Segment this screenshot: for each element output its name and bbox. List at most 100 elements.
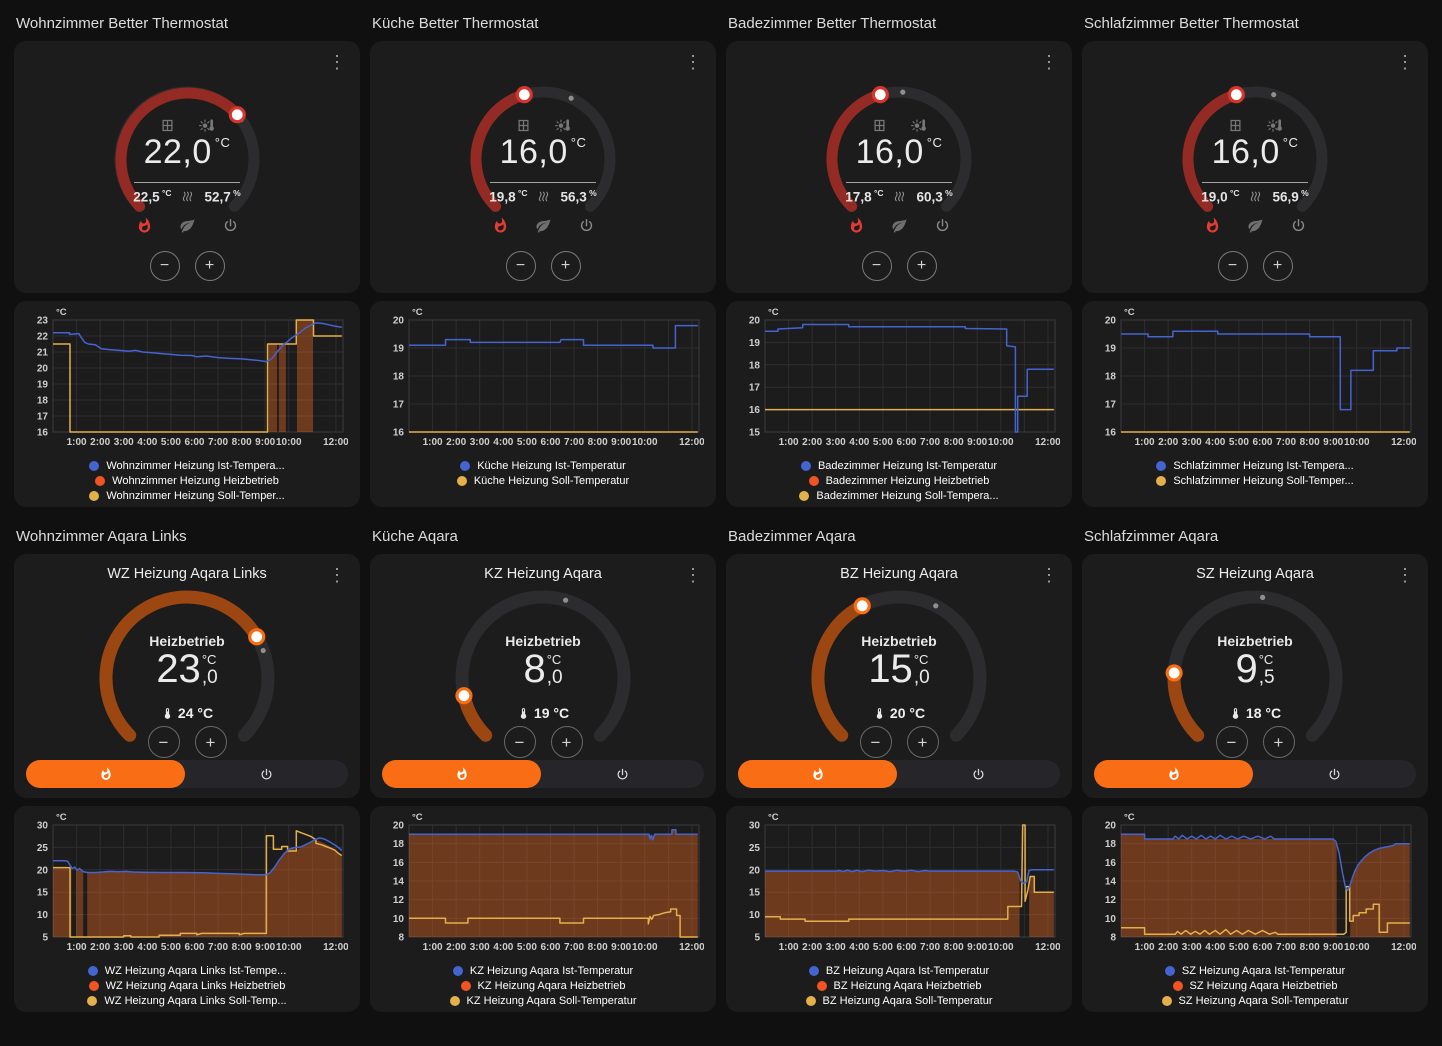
legend-dot-heiz <box>816 981 827 991</box>
y-axis-tick: 20 <box>393 821 405 832</box>
legend-label: WZ Heizung Aqara Links Heizbetrieb <box>105 980 286 992</box>
dial-handle[interactable] <box>853 597 871 615</box>
decrease-temp-button[interactable]: − <box>861 251 892 281</box>
mode-off-button[interactable] <box>221 216 240 235</box>
legend-item[interactable]: KZ Heizung Aqara Heizbetrieb <box>460 980 625 992</box>
off-mode-button[interactable] <box>185 760 348 788</box>
legend-dot-soll <box>1161 996 1172 1006</box>
legend-item[interactable]: Badezimmer Heizung Soll-Tempera... <box>799 490 999 502</box>
heat-mode-button[interactable] <box>1094 760 1254 788</box>
legend-item[interactable]: Badezimmer Heizung Ist-Temperatur <box>800 460 997 472</box>
off-mode-button[interactable] <box>897 760 1060 788</box>
off-mode-button[interactable] <box>541 760 704 788</box>
x-axis-tick: 4:00 <box>1205 437 1225 448</box>
heat-mode-button[interactable] <box>382 760 542 788</box>
kebab-menu-icon: ⋮ <box>1040 565 1058 585</box>
current-temperature-value: 19,8 <box>489 189 516 205</box>
legend-item[interactable]: WZ Heizung Aqara Links Heizbetrieb <box>88 980 286 992</box>
mode-off-button[interactable] <box>1289 216 1308 235</box>
y-axis-unit: °C <box>56 812 67 823</box>
mode-heat-button[interactable] <box>135 216 154 235</box>
legend-item[interactable]: Wohnzimmer Heizung Heizbetrieb <box>95 475 279 487</box>
off-mode-button[interactable] <box>1253 760 1416 788</box>
mode-off-button[interactable] <box>577 216 596 235</box>
increase-temp-button[interactable]: + <box>550 726 583 758</box>
decrease-temp-button[interactable]: − <box>859 726 892 758</box>
legend-item[interactable]: Wohnzimmer Heizung Ist-Tempera... <box>89 460 285 472</box>
temperature-chart: °C 5 10 15 20 25 30 1:00 2:00 3:00 4:00 5:00 6:00 7:0… <box>749 812 1060 953</box>
legend-item[interactable]: SZ Heizung Aqara Ist-Temperatur <box>1164 965 1345 977</box>
card-menu-button[interactable]: ⋮ <box>1388 47 1422 77</box>
x-axis-tick: 6:00 <box>896 437 916 448</box>
mode-heat-button[interactable] <box>1203 216 1222 235</box>
increase-temp-button[interactable]: + <box>194 726 227 758</box>
card-menu-button[interactable]: ⋮ <box>676 47 710 77</box>
legend-item[interactable]: WZ Heizung Aqara Links Soll-Temp... <box>87 995 287 1007</box>
heat-mode-button[interactable] <box>738 760 898 788</box>
legend-item[interactable]: WZ Heizung Aqara Links Ist-Tempe... <box>87 965 286 977</box>
y-axis-tick: 15 <box>37 888 49 899</box>
legend-item[interactable]: Schlafzimmer Heizung Soll-Temper... <box>1156 475 1354 487</box>
mode-eco-button[interactable] <box>178 216 197 235</box>
card-menu-button[interactable]: ⋮ <box>1388 560 1422 590</box>
mode-off-button[interactable] <box>933 216 952 235</box>
legend-item[interactable]: SZ Heizung Aqara Heizbetrieb <box>1172 980 1337 992</box>
decrease-temp-button[interactable]: − <box>503 726 536 758</box>
thermometer-icon <box>876 707 883 719</box>
legend-item[interactable]: KZ Heizung Aqara Ist-Temperatur <box>452 965 634 977</box>
legend-item[interactable]: Wohnzimmer Heizung Soll-Temper... <box>89 490 285 502</box>
decrease-temp-button[interactable]: − <box>1217 251 1248 281</box>
mode-eco-button[interactable] <box>1246 216 1265 235</box>
increase-temp-button[interactable]: + <box>1262 726 1295 758</box>
decrease-temp-button[interactable]: − <box>149 251 180 281</box>
decrease-temp-button[interactable]: − <box>1215 726 1248 758</box>
increase-temp-button[interactable]: + <box>906 726 939 758</box>
dial-handle[interactable] <box>455 687 473 705</box>
decrease-temp-button[interactable]: − <box>505 251 536 281</box>
kebab-menu-icon: ⋮ <box>1396 52 1414 72</box>
mode-heat-button[interactable] <box>847 216 866 235</box>
decrease-temp-button[interactable]: − <box>147 726 180 758</box>
chart-legend: BZ Heizung Aqara Ist-Temperatur BZ Heizun… <box>726 964 1072 1011</box>
legend-item[interactable]: Schlafzimmer Heizung Ist-Tempera... <box>1156 460 1354 472</box>
heat-mode-button[interactable] <box>26 760 186 788</box>
legend-dot-ist <box>460 461 471 471</box>
target-temperature-int: 23 <box>156 647 201 691</box>
legend-item[interactable]: SZ Heizung Aqara Soll-Temperatur <box>1161 995 1348 1007</box>
mode-heat-button[interactable] <box>491 216 510 235</box>
y-axis-tick: 23 <box>37 316 49 327</box>
legend-item[interactable]: Küche Heizung Soll-Temperatur <box>456 475 629 487</box>
legend-dot-soll <box>1156 476 1167 486</box>
legend-item[interactable]: KZ Heizung Aqara Soll-Temperatur <box>449 995 636 1007</box>
card-menu-button[interactable]: ⋮ <box>320 47 354 77</box>
legend-dot-soll <box>805 996 816 1006</box>
legend-item[interactable]: BZ Heizung Aqara Ist-Temperatur <box>808 965 989 977</box>
legend-label: KZ Heizung Aqara Ist-Temperatur <box>469 965 634 977</box>
dial-handle[interactable] <box>515 86 533 104</box>
legend-item[interactable]: BZ Heizung Aqara Heizbetrieb <box>816 980 981 992</box>
card-menu-button[interactable]: ⋮ <box>1032 47 1066 77</box>
target-temperature-unit: °C <box>1282 135 1299 150</box>
legend-dot-ist <box>1164 966 1175 976</box>
mode-eco-button[interactable] <box>534 216 553 235</box>
legend-item[interactable]: Badezimmer Heizung Heizbetrieb <box>808 475 989 487</box>
y-axis-tick: 16 <box>393 858 405 869</box>
target-temperature-int: 15 <box>868 647 913 691</box>
legend-item[interactable]: BZ Heizung Aqara Soll-Temperatur <box>805 995 992 1007</box>
legend-item[interactable]: Küche Heizung Ist-Temperatur <box>460 460 626 472</box>
dial-handle[interactable] <box>871 86 889 104</box>
card-menu-button[interactable]: ⋮ <box>676 560 710 590</box>
increase-temp-button[interactable]: + <box>550 251 581 281</box>
increase-temp-button[interactable]: + <box>906 251 937 281</box>
card-menu-button[interactable]: ⋮ <box>1032 560 1066 590</box>
increase-temp-button[interactable]: + <box>1262 251 1293 281</box>
dial-handle[interactable] <box>1227 86 1245 104</box>
x-axis-tick: 7:00 <box>208 437 228 448</box>
increase-temp-button[interactable]: + <box>194 251 225 281</box>
x-axis-tick: 4:00 <box>849 437 869 448</box>
better-thermostat-card: ⋮ 16,0 °C 17,8 °C 60,3 % − + <box>726 41 1072 293</box>
divider <box>490 182 596 183</box>
card-menu-button[interactable]: ⋮ <box>320 560 354 590</box>
x-axis-tick: 4:00 <box>849 942 869 953</box>
mode-eco-button[interactable] <box>890 216 909 235</box>
